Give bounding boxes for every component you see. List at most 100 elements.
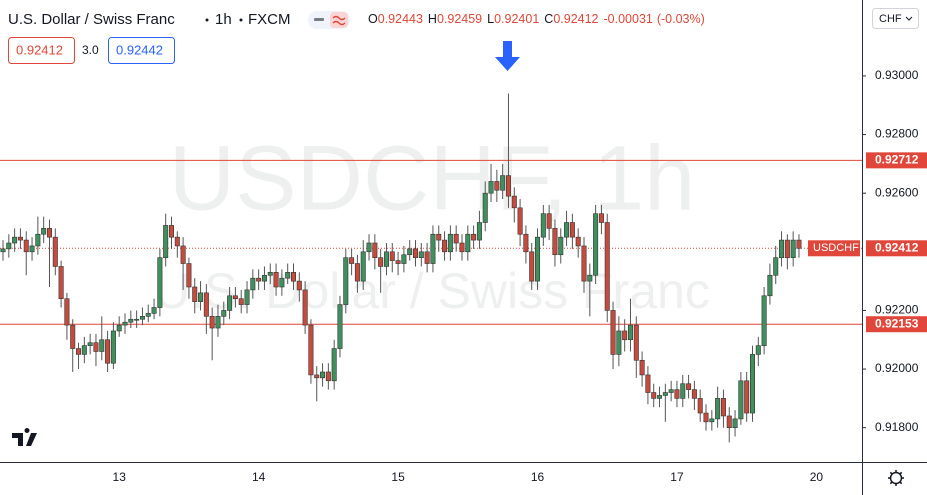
y-tick-label: 0.91800 (875, 420, 919, 434)
candle-body (343, 257, 349, 305)
y-tick-label: 0.92200 (875, 303, 919, 317)
candle-body (662, 392, 668, 396)
candle-body (540, 213, 546, 238)
x-tick-label: 14 (252, 470, 266, 484)
candle-body (180, 245, 186, 264)
candle-body (29, 245, 35, 253)
candle-body (105, 339, 111, 364)
candle-body (81, 345, 87, 355)
candle-body (598, 213, 604, 223)
candle-body (145, 313, 151, 317)
symbol-label-bg (808, 240, 860, 257)
candle-body (70, 324, 76, 349)
separator (239, 18, 243, 22)
candle-body (732, 418, 738, 429)
candle-body (58, 266, 64, 300)
candle-body (192, 286, 198, 302)
currency-button[interactable] (872, 8, 919, 29)
x-tick-label: 13 (113, 470, 127, 484)
candle-body (76, 348, 82, 355)
candle-body (168, 225, 174, 238)
ohlc-value: 0.92401 (494, 12, 539, 26)
candle-body (755, 345, 761, 355)
candle-body (110, 330, 116, 364)
y-tick-label: 0.92600 (875, 185, 919, 199)
watermark-subtitle: U.S. Dollar / Swiss Franc (154, 263, 710, 319)
spread: 3.0 (82, 43, 99, 57)
candle-body (337, 304, 343, 349)
change-percent: (-0.03%) (657, 12, 705, 26)
candle-body (221, 310, 227, 317)
candle-body (738, 380, 744, 420)
candle-body (122, 321, 128, 326)
candle-body (17, 236, 23, 241)
sell-button[interactable] (8, 37, 75, 64)
candle-body (767, 274, 773, 297)
candle-body (511, 195, 517, 209)
candle-body (442, 239, 448, 253)
candle-body (244, 289, 250, 305)
candle-body (273, 272, 279, 288)
level-label: 0.92153 (875, 316, 919, 330)
candle-body (227, 295, 233, 311)
candle-body (424, 251, 430, 264)
level-label: 0.92712 (875, 153, 919, 167)
y-tick-label: 0.92000 (875, 361, 919, 375)
candle-body (587, 274, 593, 282)
candle-body (383, 251, 389, 267)
candle-body (604, 222, 610, 311)
candle-body (779, 239, 785, 258)
candle-body (52, 236, 58, 267)
candle-body (354, 263, 360, 282)
candle-body (657, 395, 663, 399)
candle-body (633, 324, 639, 361)
candle-body (290, 272, 296, 282)
ohlc-value: 0.92412 (553, 12, 598, 26)
candle-body (494, 181, 500, 191)
candle-body (790, 239, 796, 258)
candle-body (564, 222, 570, 238)
ohlc-label: L (487, 12, 494, 26)
candle-body (12, 236, 18, 244)
candle-body (697, 398, 703, 414)
ohlc-label: C (544, 12, 553, 26)
candle-body (360, 251, 366, 282)
sell-price: 0.92412 (16, 42, 63, 57)
candle-body (726, 415, 732, 429)
separator (205, 18, 209, 22)
candle-body (686, 383, 692, 390)
candle-body (0, 248, 6, 253)
candle-body (395, 260, 401, 264)
ohlc-label: H (428, 12, 437, 26)
candle-body (215, 316, 221, 329)
candle-body (198, 292, 204, 302)
candle-body (163, 225, 169, 258)
candle-body (471, 233, 477, 241)
currency: CHF (879, 13, 902, 25)
candle-body (505, 175, 511, 197)
price-label-bg (866, 240, 927, 257)
interval: 1h (215, 11, 232, 28)
candle-body (128, 318, 134, 323)
candle-body (622, 330, 628, 341)
candle-body (378, 257, 384, 267)
wave-icon (332, 15, 346, 26)
candle-body (349, 257, 355, 264)
candle-body (209, 316, 215, 329)
buy-button[interactable] (108, 37, 175, 64)
chevron (905, 16, 913, 21)
x-tick-label: 17 (670, 470, 684, 484)
candle-body (680, 383, 686, 399)
candle-body (157, 257, 163, 308)
candle-body (186, 263, 192, 288)
change: -0.00031 (604, 12, 653, 26)
candle-body (256, 277, 262, 282)
candle-body (703, 412, 709, 423)
ohlc-label: O (368, 12, 378, 26)
candle-body (261, 274, 267, 282)
candle-body (41, 228, 47, 235)
candle-body (93, 342, 99, 352)
candle-body (575, 236, 581, 247)
candle-body (476, 222, 482, 241)
